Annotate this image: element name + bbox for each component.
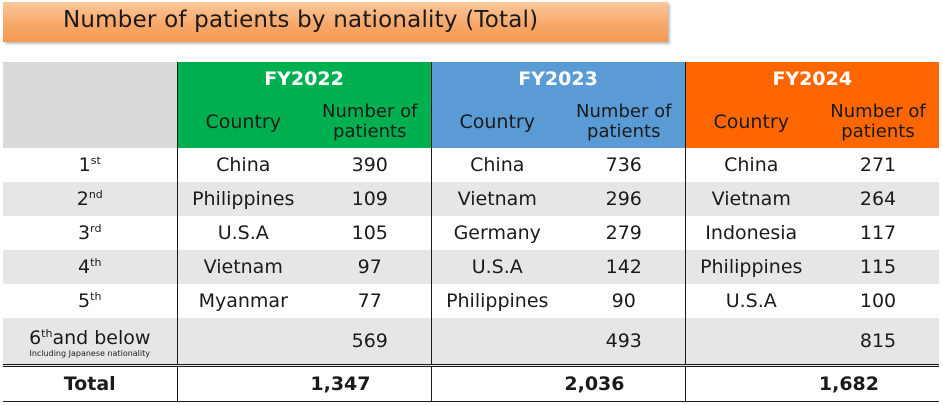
count-header-line1: Number of — [830, 101, 926, 122]
table-row: 5th Myanmar 77 Philippines 90 U.S.A 100 — [3, 284, 939, 318]
country-cell: Philippines — [684, 250, 817, 284]
count-header: Number of patients — [563, 96, 685, 148]
total-row: Total 1,347 2,036 1,682 — [3, 364, 939, 402]
table-row: 3rd U.S.A 105 Germany 279 Indonesia 117 — [3, 216, 939, 250]
count-cell: 77 — [357, 290, 382, 312]
rank-note: Including Japanese nationality — [29, 349, 151, 358]
country-cell: Vietnam — [176, 250, 309, 284]
count-cell: 736 — [605, 154, 642, 176]
country-cell: Philippines — [176, 182, 309, 216]
country-cell: Myanmar — [176, 284, 309, 318]
count-cell: 90 — [611, 290, 636, 312]
year-header-row: FY2022 FY2023 FY2024 — [3, 62, 939, 148]
country-cell: Philippines — [430, 284, 563, 318]
count-cell: 100 — [859, 290, 897, 312]
count-cell: 105 — [351, 222, 388, 244]
count-cell: 493 — [563, 318, 685, 366]
count-cell: 271 — [859, 154, 897, 176]
table-row-sixth-and-below: 6thand below Including Japanese national… — [3, 318, 939, 366]
country-cell: U.S.A — [430, 250, 563, 284]
count-header-line2: patients — [841, 121, 915, 142]
count-cell: 569 — [309, 318, 431, 366]
country-cell: Germany — [430, 216, 563, 250]
rank-label: 1st — [78, 154, 101, 176]
column-header-row: Country Number of patients Country Number… — [3, 96, 939, 148]
rank-label: 6thand below Including Japanese national… — [3, 318, 177, 366]
count-header-line1: Number of — [576, 101, 672, 122]
count-header: Number of patients — [817, 96, 939, 148]
country-cell: Vietnam — [684, 182, 817, 216]
title-banner: Number of patients by nationality (Total… — [3, 2, 668, 42]
total-label: Total — [3, 364, 177, 402]
count-cell: 815 — [817, 318, 939, 366]
count-header-line2: patients — [587, 121, 661, 142]
rank-label: 5th — [78, 290, 102, 312]
count-cell: 117 — [859, 222, 897, 244]
country-cell: China — [430, 148, 563, 182]
corner-cell — [3, 62, 177, 148]
count-header: Number of patients — [309, 96, 431, 148]
total-count: 1,682 — [684, 364, 939, 402]
rank-label: 4th — [3, 250, 177, 284]
country-header: Country — [430, 96, 563, 148]
count-header-line1: Number of — [322, 101, 418, 122]
country-header: Country — [684, 96, 817, 148]
year-header-fy2023: FY2023 — [430, 62, 685, 96]
country-cell — [684, 318, 817, 366]
table-row: 2nd Philippines 109 Vietnam 296 Vietnam … — [3, 182, 939, 216]
total-count: 1,347 — [176, 364, 431, 402]
rank-label: 3rd — [78, 222, 102, 244]
count-cell: 390 — [351, 154, 388, 176]
year-header-fy2022: FY2022 — [176, 62, 431, 96]
country-cell — [176, 318, 309, 366]
count-cell: 109 — [309, 182, 431, 216]
count-cell: 264 — [817, 182, 939, 216]
count-cell: 279 — [605, 222, 642, 244]
country-cell: U.S.A — [176, 216, 309, 250]
table-row: 4th Vietnam 97 U.S.A 142 Philippines 115 — [3, 250, 939, 284]
table-row: 1st China 390 China 736 China 271 — [3, 148, 939, 182]
country-cell: Indonesia — [684, 216, 817, 250]
country-cell: China — [684, 148, 817, 182]
country-cell — [430, 318, 563, 366]
rank-label: 2nd — [3, 182, 177, 216]
count-header-line2: patients — [333, 121, 407, 142]
country-header: Country — [176, 96, 309, 148]
country-cell: U.S.A — [684, 284, 817, 318]
count-cell: 115 — [817, 250, 939, 284]
count-cell: 296 — [563, 182, 685, 216]
count-cell: 97 — [309, 250, 431, 284]
page-title: Number of patients by nationality (Total… — [63, 7, 539, 33]
total-count: 2,036 — [430, 364, 685, 402]
country-cell: Vietnam — [430, 182, 563, 216]
country-cell: China — [176, 148, 309, 182]
count-cell: 142 — [563, 250, 685, 284]
patients-by-nationality-table: FY2022 FY2023 FY2024 Country Number of pa… — [3, 62, 939, 402]
year-header-fy2024: FY2024 — [684, 62, 939, 96]
